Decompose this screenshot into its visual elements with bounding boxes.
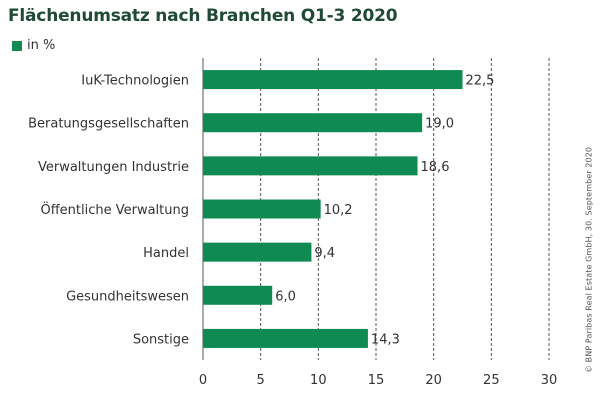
value-label: 10,2 bbox=[324, 203, 353, 218]
value-label: 18,6 bbox=[421, 160, 450, 175]
copyright-credit: © BNP Paribas Real Estate GmbH, 30. Sept… bbox=[584, 146, 594, 374]
labels: 0 5 10 15 20 25 30 IuK-Technologien 22,5 Beratung… bbox=[28, 74, 557, 388]
category-label: IuK-Technologien bbox=[81, 74, 189, 89]
category-label: Sonstige bbox=[133, 332, 189, 347]
legend: in % bbox=[12, 38, 55, 53]
x-tick-label: 15 bbox=[368, 373, 385, 388]
x-tick-label: 5 bbox=[257, 373, 265, 388]
bars bbox=[203, 70, 463, 348]
x-tick-label: 30 bbox=[541, 373, 558, 388]
x-tick-label: 10 bbox=[310, 373, 327, 388]
value-label: 9,4 bbox=[314, 246, 335, 261]
bar bbox=[203, 156, 418, 176]
bar bbox=[203, 328, 368, 348]
legend-label: in % bbox=[27, 38, 56, 53]
category-label: Beratungsgesellschaften bbox=[28, 117, 189, 132]
bar bbox=[203, 70, 463, 90]
value-label: 22,5 bbox=[466, 74, 495, 89]
bar bbox=[203, 113, 423, 133]
x-tick-label: 20 bbox=[425, 373, 442, 388]
chart-title: Flächenumsatz nach Branchen Q1-3 2020 bbox=[8, 6, 398, 26]
bar bbox=[203, 285, 273, 305]
bar bbox=[203, 242, 312, 262]
bar bbox=[203, 199, 321, 219]
category-label: Handel bbox=[143, 246, 189, 261]
value-label: 6,0 bbox=[275, 289, 296, 304]
value-label: 14,3 bbox=[371, 332, 400, 347]
value-label: 19,0 bbox=[425, 117, 454, 132]
category-label: Verwaltungen Industrie bbox=[38, 160, 189, 175]
legend-swatch bbox=[12, 40, 22, 51]
category-label: Gesundheitswesen bbox=[66, 289, 189, 304]
x-tick-label: 25 bbox=[483, 373, 500, 388]
category-label: Öffentliche Verwaltung bbox=[40, 201, 189, 218]
x-tick-label: 0 bbox=[199, 373, 207, 388]
